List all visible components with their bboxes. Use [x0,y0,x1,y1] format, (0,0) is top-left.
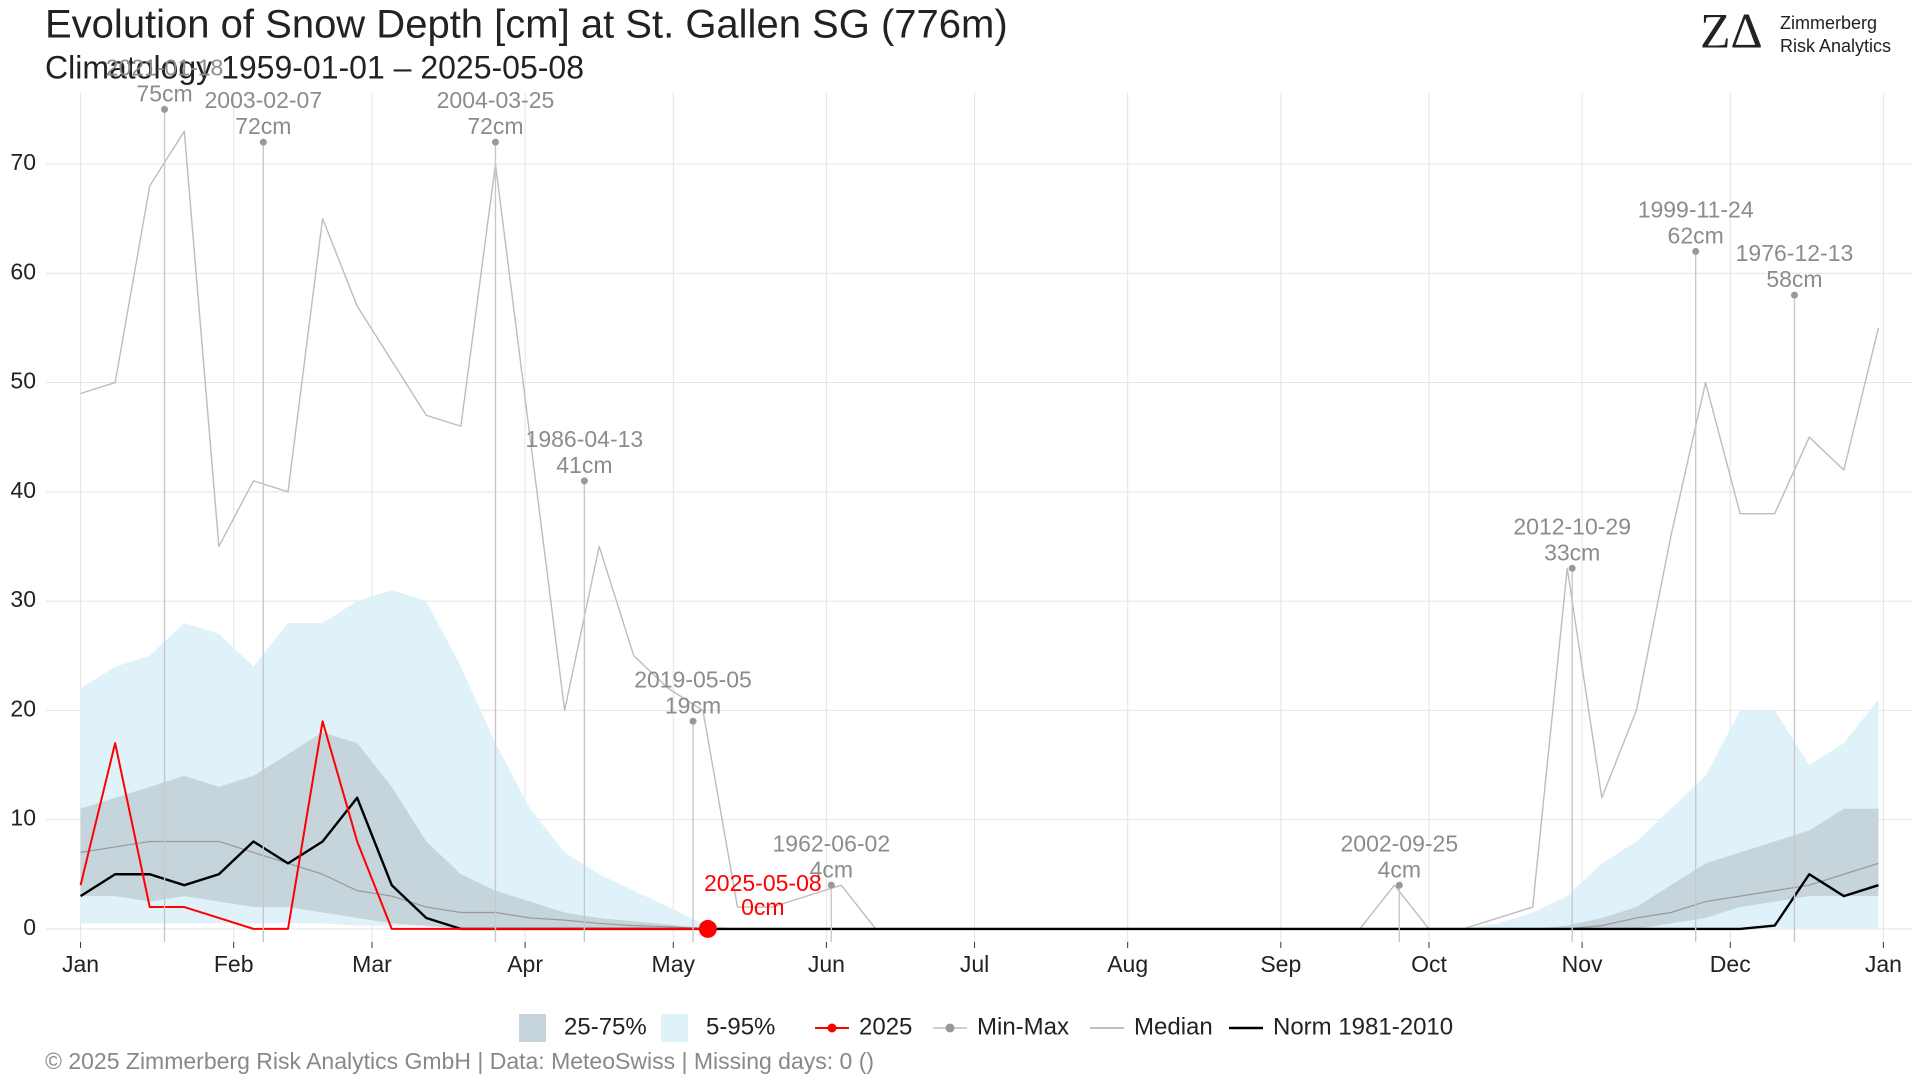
max-point [259,138,267,146]
x-tick-label: Jan [62,951,99,977]
y-tick-label: 10 [10,805,36,831]
annotation-value: 62cm [1668,223,1724,249]
annotation-date: 2004-03-25 [437,87,555,113]
legend-swatch [661,1014,688,1042]
annotation-value: 75cm [136,80,192,106]
plot-area [46,93,1913,948]
max-point [1395,881,1403,889]
annotation-date: 1962-06-02 [772,830,890,856]
max-point [689,717,697,725]
max-point [1568,564,1576,572]
annotation-value: 72cm [235,113,291,139]
max-point [580,477,588,485]
x-tick-label: Oct [1411,951,1447,977]
annotation-date: 1999-11-24 [1638,197,1754,223]
y-tick-label: 50 [10,368,36,394]
y-tick-label: 70 [10,149,36,175]
legend-label: 2025 [859,1013,912,1040]
current-value: 0cm [741,894,784,920]
annotation-date: 2002-09-25 [1340,830,1458,856]
x-tick-label: Jan [1865,951,1902,977]
annotation-date: 2012-10-29 [1513,513,1631,539]
y-tick-label: 60 [10,258,36,284]
max-point [1692,247,1700,255]
x-tick-label: Feb [214,951,254,977]
annotation-date: 1986-04-13 [526,426,644,452]
legend-dot [945,1023,955,1033]
chart-title: Evolution of Snow Depth [cm] at St. Gall… [45,3,1008,47]
annotation-value: 4cm [1378,856,1421,882]
annotation-date: 2003-02-07 [204,87,322,113]
x-tick-label: Dec [1710,951,1751,977]
y-tick-label: 40 [10,477,36,503]
annotation-date: 1976-12-13 [1736,240,1854,266]
legend-swatch [519,1014,546,1042]
logo-text: Risk Analytics [1780,36,1891,56]
max-point [827,881,835,889]
footer: © 2025 Zimmerberg Risk Analytics GmbH | … [45,1048,874,1074]
current-date: 2025-05-08 [704,870,822,896]
annotation-value: 58cm [1766,266,1822,292]
x-tick-label: Jun [808,951,845,977]
current-point [698,919,717,938]
legend-label: Median [1134,1013,1213,1040]
y-tick-label: 0 [23,914,36,940]
line [79,796,1879,931]
chart-subtitle: Climatology 1959-01-01 – 2025-05-08 [45,49,584,85]
legend-label: Norm 1981-2010 [1273,1013,1453,1040]
y-tick-label: 20 [10,695,36,721]
x-tick-label: Nov [1562,951,1603,977]
annotation-value: 41cm [556,452,612,478]
logo-mark: ZΔ [1700,2,1763,58]
legend-label: 5-95% [706,1013,775,1040]
x-tick-label: Mar [352,951,392,977]
legend-label: Min-Max [977,1013,1069,1040]
annotation-date: 2019-05-05 [634,666,752,692]
x-tick-label: Apr [507,951,543,977]
max-point [491,138,499,146]
annotation-value: 33cm [1544,539,1600,565]
max-point [161,105,169,113]
legend-label: 25-75% [564,1013,647,1040]
annotation-date: 2021-01-18 [106,54,224,80]
annotation-value: 72cm [467,113,523,139]
band [80,590,1879,929]
annotation-value: 19cm [665,692,721,718]
x-tick-label: Sep [1260,951,1301,977]
legend: 25-75% 5-95% 2025 Min-Max Median Norm 1981-20… [519,1013,1453,1042]
legend-dot [827,1023,837,1033]
line [79,720,703,930]
y-tick-label: 30 [10,586,36,612]
band [80,732,1879,929]
x-tick-label: Jul [960,951,989,977]
logo-text: Zimmerberg [1780,13,1877,33]
annotation-value: 4cm [810,856,853,882]
max-point [1790,291,1798,299]
x-tick-label: May [652,951,696,977]
x-tick-label: Aug [1107,951,1148,977]
